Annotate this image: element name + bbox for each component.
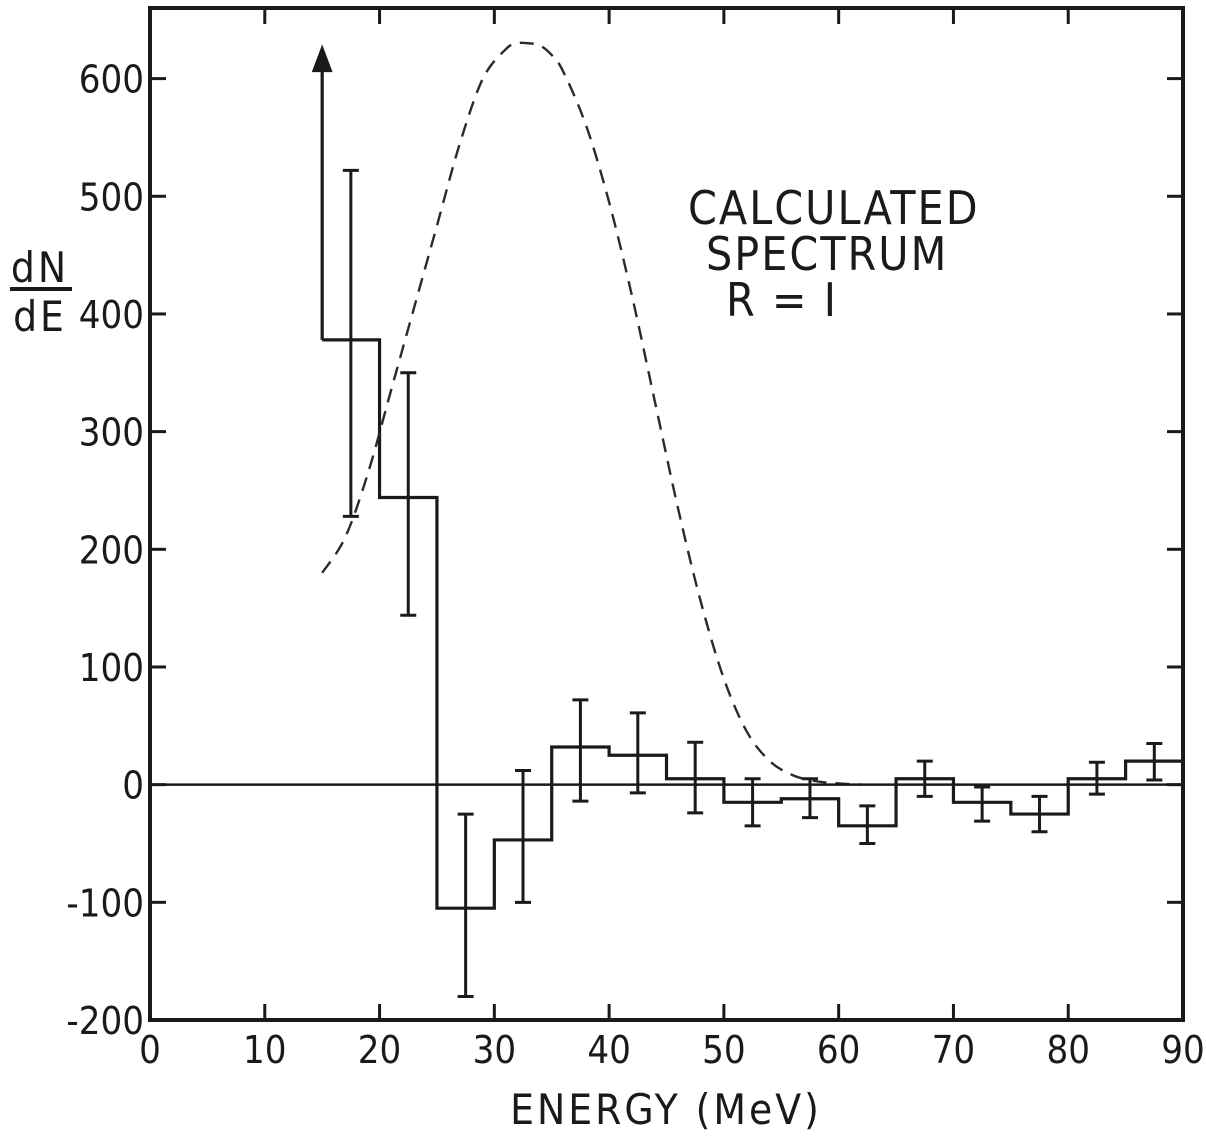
annotation-spectrum: SPECTRUM bbox=[706, 227, 948, 281]
y-tick-label: 300 bbox=[79, 411, 144, 455]
x-tick-label: 0 bbox=[139, 1028, 161, 1072]
y-axis-label-denominator: dE bbox=[13, 292, 67, 341]
y-tick-label: 200 bbox=[79, 528, 144, 572]
axis-ticks bbox=[148, 8, 1185, 1022]
calculated-curve bbox=[321, 41, 862, 786]
calculated-spectrum-curve bbox=[321, 41, 862, 786]
y-tick-label: -100 bbox=[66, 881, 144, 925]
plot-frame bbox=[148, 6, 1185, 1022]
x-tick-label: 30 bbox=[473, 1028, 517, 1072]
y-tick-label: 400 bbox=[79, 293, 144, 337]
x-tick-label: 40 bbox=[587, 1028, 631, 1072]
annotation-r-equals: R = I bbox=[726, 273, 838, 327]
y-tick-label: 100 bbox=[79, 646, 144, 690]
y-tick-label: 600 bbox=[79, 58, 144, 102]
tick-labels: 0 10 20 30 40 50 60 70 80 90 -200 -100 0 100 200 300 400… bbox=[66, 58, 1204, 1072]
y-tick-label: -200 bbox=[66, 999, 144, 1043]
y-tick-label: 500 bbox=[79, 175, 144, 219]
y-tick-label: 0 bbox=[122, 764, 144, 808]
x-tick-label: 10 bbox=[243, 1028, 287, 1072]
x-axis-label: ENERGY (MeV) bbox=[510, 1085, 822, 1134]
error-bars bbox=[342, 168, 1163, 998]
plot-border bbox=[148, 6, 1185, 1022]
x-tick-label: 20 bbox=[358, 1028, 402, 1072]
x-tick-label: 60 bbox=[817, 1028, 861, 1072]
upper-limit-arrow-head bbox=[311, 44, 333, 73]
x-tick-label: 90 bbox=[1161, 1028, 1205, 1072]
x-tick-label: 70 bbox=[932, 1028, 976, 1072]
y-axis-label-numerator: dN bbox=[11, 243, 69, 292]
x-tick-label: 80 bbox=[1046, 1028, 1090, 1072]
annotation-calculated: CALCULATED bbox=[688, 181, 980, 235]
x-tick-label: 50 bbox=[702, 1028, 746, 1072]
